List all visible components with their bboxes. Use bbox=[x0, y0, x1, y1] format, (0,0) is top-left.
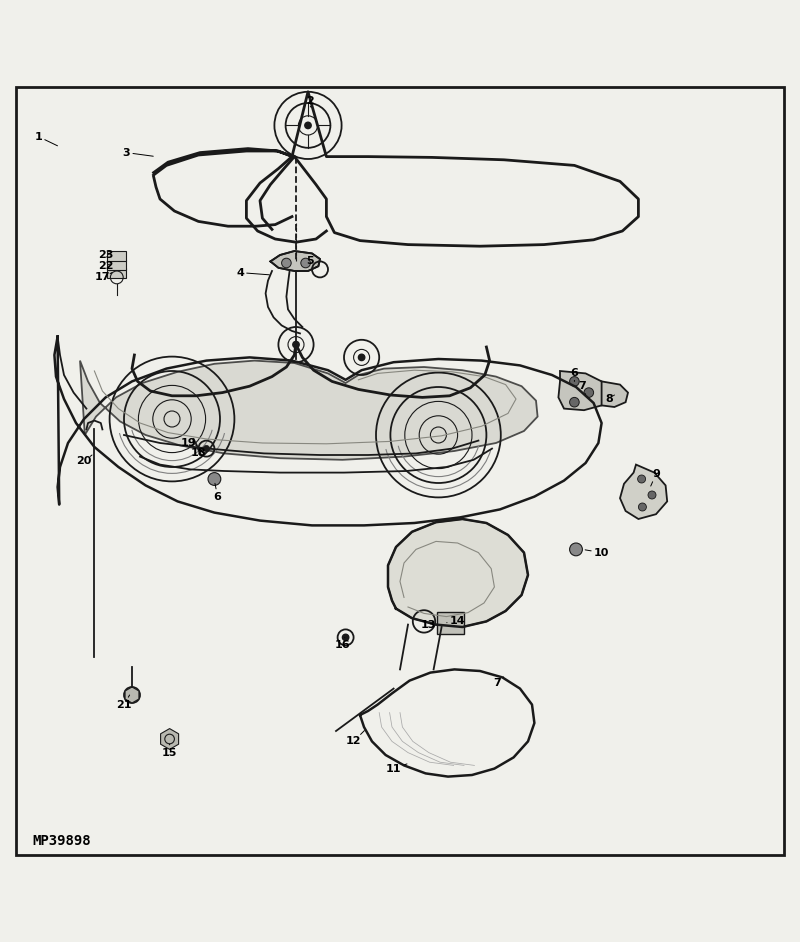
FancyBboxPatch shape bbox=[437, 611, 464, 634]
Text: 17: 17 bbox=[94, 272, 112, 283]
Circle shape bbox=[342, 634, 349, 641]
Polygon shape bbox=[388, 519, 528, 627]
Text: 10: 10 bbox=[585, 547, 610, 558]
FancyBboxPatch shape bbox=[107, 268, 126, 278]
Text: 14: 14 bbox=[446, 616, 466, 626]
Text: 5: 5 bbox=[306, 256, 317, 268]
Polygon shape bbox=[125, 687, 139, 703]
Text: 15: 15 bbox=[162, 744, 178, 757]
Text: 8: 8 bbox=[606, 394, 614, 404]
Text: 22: 22 bbox=[98, 261, 114, 271]
Circle shape bbox=[305, 122, 311, 129]
Circle shape bbox=[208, 473, 221, 485]
Circle shape bbox=[293, 341, 299, 348]
Text: 9: 9 bbox=[650, 469, 660, 486]
Text: 3: 3 bbox=[122, 148, 154, 157]
Text: 2: 2 bbox=[306, 96, 314, 107]
Text: 7: 7 bbox=[494, 677, 504, 688]
FancyBboxPatch shape bbox=[107, 260, 126, 270]
Circle shape bbox=[301, 258, 310, 268]
Circle shape bbox=[570, 543, 582, 556]
Circle shape bbox=[584, 388, 594, 398]
Text: 18: 18 bbox=[190, 448, 206, 459]
Text: 12: 12 bbox=[346, 731, 365, 746]
Circle shape bbox=[638, 503, 646, 511]
Text: 13: 13 bbox=[420, 620, 436, 629]
Text: 7: 7 bbox=[578, 382, 586, 394]
Text: 1: 1 bbox=[34, 132, 58, 146]
FancyBboxPatch shape bbox=[107, 251, 126, 261]
Circle shape bbox=[648, 491, 656, 499]
Text: 6: 6 bbox=[214, 483, 222, 501]
Polygon shape bbox=[620, 464, 667, 519]
Text: 6: 6 bbox=[570, 367, 578, 382]
Circle shape bbox=[358, 354, 365, 361]
Text: 23: 23 bbox=[98, 250, 114, 260]
Polygon shape bbox=[270, 251, 320, 271]
Circle shape bbox=[570, 377, 579, 386]
Polygon shape bbox=[602, 382, 628, 407]
Circle shape bbox=[203, 446, 210, 452]
Circle shape bbox=[570, 398, 579, 407]
Polygon shape bbox=[80, 361, 538, 460]
Text: 4: 4 bbox=[236, 268, 270, 278]
Text: 16: 16 bbox=[334, 638, 350, 650]
Circle shape bbox=[282, 258, 291, 268]
Polygon shape bbox=[558, 371, 606, 410]
Text: 11: 11 bbox=[386, 764, 407, 773]
Text: 21: 21 bbox=[116, 695, 132, 709]
Text: 20: 20 bbox=[76, 455, 92, 466]
Text: 19: 19 bbox=[180, 438, 196, 448]
Circle shape bbox=[638, 475, 646, 483]
Polygon shape bbox=[161, 728, 178, 750]
Text: MP39898: MP39898 bbox=[32, 834, 90, 848]
